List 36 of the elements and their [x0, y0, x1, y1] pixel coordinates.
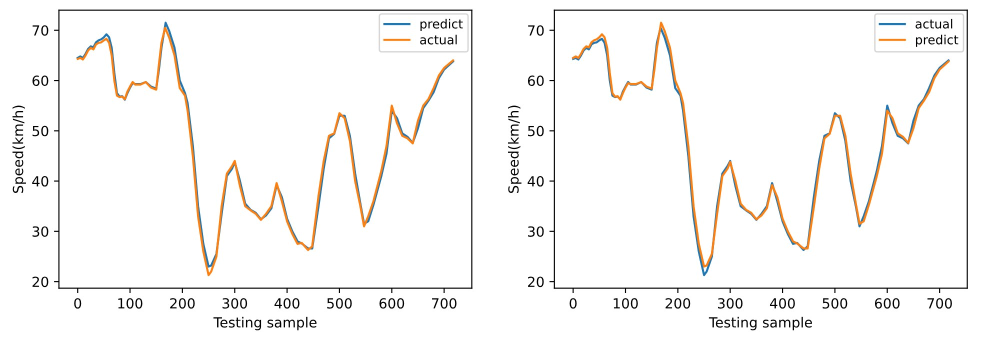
y-tick-label: 50 [32, 126, 48, 136]
legend-label: actual [420, 34, 457, 44]
y-tick-label: 70 [528, 25, 544, 36]
x-tick-label: 300 [222, 298, 248, 309]
y-tick-label: 20 [528, 276, 544, 288]
y-tick-label: 30 [32, 226, 48, 237]
x-tick-label: 100 [614, 298, 638, 309]
legend-label: actual [916, 18, 952, 29]
x-tick-label: 500 [822, 298, 848, 309]
legend-label: predict [420, 18, 463, 32]
legend-label: predict [916, 34, 958, 47]
x-axis-title: Testing sample [213, 316, 316, 330]
y-tick-label: 40 [32, 176, 48, 187]
x-tick-label: 0 [570, 298, 577, 309]
y-tick-label: 40 [528, 176, 544, 187]
y-tick-label: 50 [528, 126, 544, 136]
x-tick-label: 400 [770, 298, 795, 309]
y-tick-label: 60 [32, 76, 48, 86]
x-tick-label: 500 [327, 298, 352, 309]
y-tick-label: 20 [32, 276, 48, 288]
x-tick-label: 600 [874, 298, 900, 309]
x-axis-title: Testing sample [708, 316, 812, 330]
x-tick-label: 400 [274, 298, 300, 309]
x-tick-label: 100 [118, 298, 142, 309]
y-axis-title: Speed(km/h) [508, 106, 522, 193]
x-tick-label: 200 [170, 298, 195, 309]
y-axis-title: Speed(km/h) [12, 106, 26, 193]
x-tick-label: 200 [666, 298, 690, 309]
x-tick-label: 0 [74, 298, 82, 309]
x-tick-label: 700 [432, 298, 456, 309]
x-tick-label: 600 [380, 298, 404, 309]
y-tick-label: 70 [32, 25, 48, 36]
x-tick-label: 300 [718, 298, 743, 309]
x-tick-label: 700 [927, 298, 952, 309]
y-tick-label: 30 [528, 226, 544, 237]
y-tick-label: 60 [528, 76, 544, 86]
